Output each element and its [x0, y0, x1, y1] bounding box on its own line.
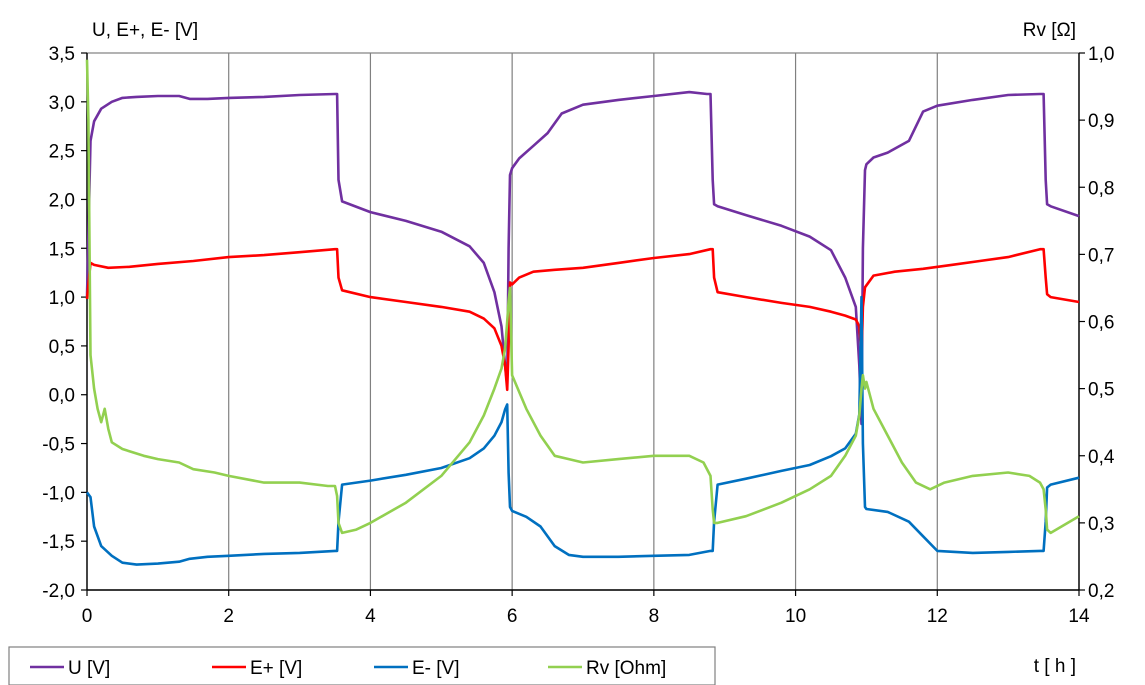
series-line-eminusv — [85, 295, 1080, 566]
y-tick-label: 2,5 — [49, 142, 75, 163]
series-line-rvohm — [85, 59, 1080, 535]
axes-layer — [86, 52, 1080, 591]
y-tick-label: -0,5 — [42, 435, 75, 456]
x-tick-label: 4 — [365, 606, 376, 627]
y2-tick-label: 0,8 — [1088, 178, 1114, 199]
legend-label: Rv [Ohm] — [586, 658, 666, 679]
y-tick-label: 2,0 — [49, 190, 75, 211]
legend-label: E- [V] — [412, 658, 460, 679]
y2-tick-label: 0,6 — [1088, 313, 1114, 334]
y2-tick-label: 0,3 — [1088, 514, 1114, 535]
x-tick-label: 10 — [785, 606, 806, 627]
plot-area-border — [86, 52, 1080, 591]
y-tick-label: 0,0 — [49, 386, 75, 407]
x-tick-label: 0 — [82, 606, 93, 627]
series-line-uv — [85, 90, 1080, 426]
legend-label: E+ [V] — [250, 658, 302, 679]
x-tick-label: 14 — [1068, 606, 1090, 627]
ticks-layer: 0 2 4 6 8 10 12 14 3,5 3,0 2,5 2,0 1,5 1,0 0,5 0,0 -0,5 -… — [42, 44, 1115, 627]
y-tick-label: 1,5 — [49, 239, 75, 260]
legend-label: U [V] — [68, 658, 110, 679]
y-tick-label: 0,5 — [49, 337, 75, 358]
legend-box — [8, 646, 716, 685]
y-tick-label: -1,0 — [42, 483, 75, 504]
series-layer — [85, 59, 1080, 566]
y2-tick-label: 1,0 — [1088, 44, 1114, 65]
x-tick-label: 6 — [507, 606, 518, 627]
legend-items: U [V] E+ [V] E- [V] Rv [Ohm] — [30, 658, 666, 679]
x-tick-label: 2 — [223, 606, 234, 627]
y-tick-label: -2,0 — [42, 581, 75, 602]
y-tick-label: 3,0 — [49, 93, 75, 114]
x-tick-label: 8 — [649, 606, 660, 627]
y2-tick-label: 0,4 — [1088, 447, 1115, 468]
y2-tick-label: 0,5 — [1088, 380, 1114, 401]
series-line-eplusv — [85, 247, 1080, 392]
y-axis-right-title: Rv [Ω] — [1023, 20, 1076, 41]
x-axis-title: t [ h ] — [1034, 656, 1076, 677]
grid-layer — [228, 53, 938, 590]
y-axis-left-title: U, E+, E- [V] — [92, 20, 198, 41]
y-tick-label: 1,0 — [49, 288, 75, 309]
x-tick-label: 12 — [927, 606, 948, 627]
y2-tick-label: 0,2 — [1088, 581, 1114, 602]
y-tick-label: 3,5 — [49, 44, 75, 65]
y-tick-label: -1,5 — [42, 532, 75, 553]
y2-tick-label: 0,9 — [1088, 111, 1114, 132]
y2-tick-label: 0,7 — [1088, 245, 1114, 266]
legend: U [V] E+ [V] E- [V] Rv [Ohm] — [8, 646, 716, 685]
